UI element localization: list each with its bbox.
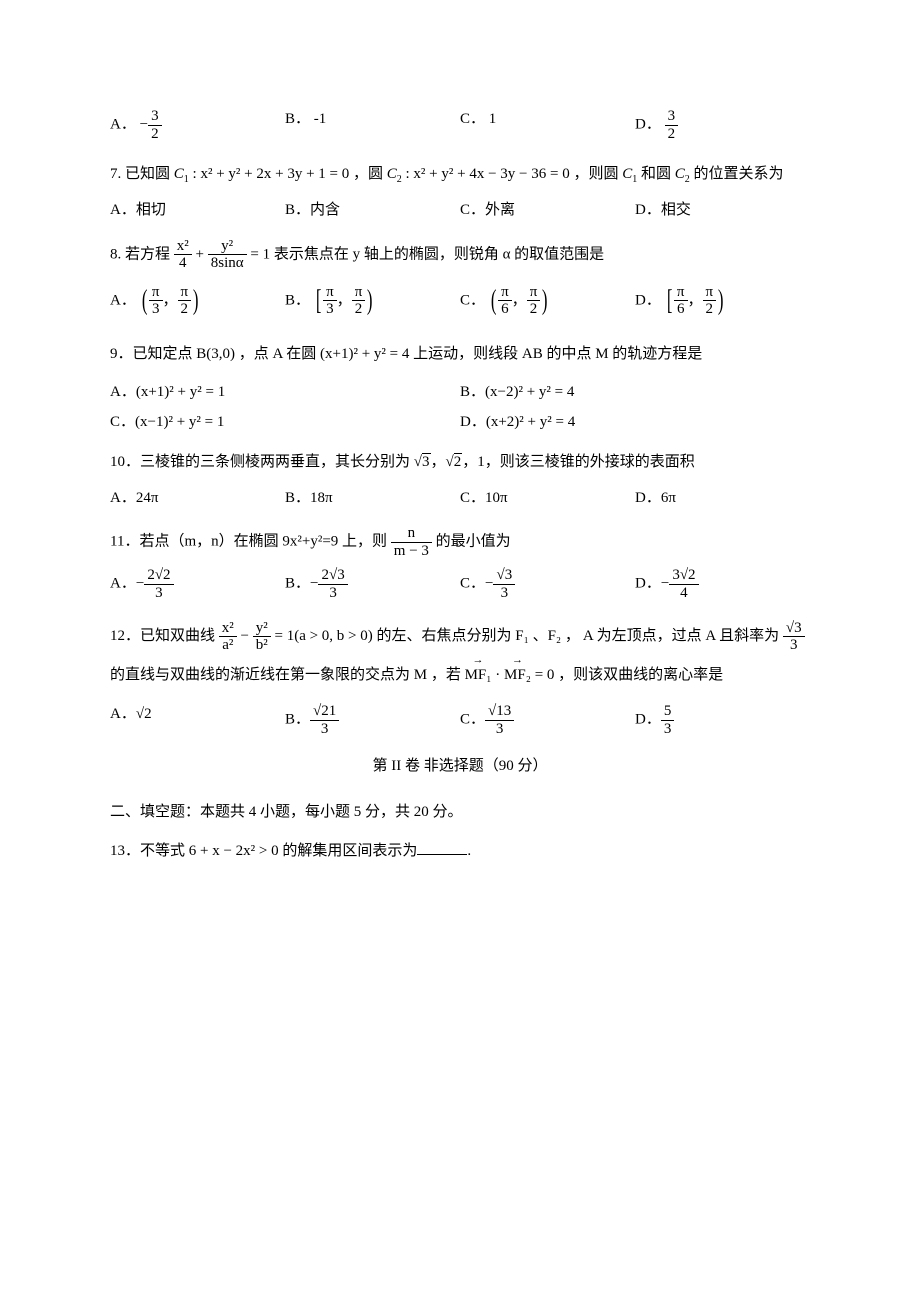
q7-opt-b: B．内含 (285, 199, 460, 222)
q8-options: A． (π3，π2) B． [π3，π2) C． (π6，π2) D． [π6，… (110, 280, 810, 322)
q7-opt-c: C．外离 (460, 199, 635, 222)
q12-opt-b: B．√213 (285, 703, 460, 737)
opt-label: A． (110, 116, 136, 132)
q12-opt-a: A．√2 (110, 703, 285, 737)
section-2-title: 第 II 卷 非选择题（90 分） (110, 755, 810, 778)
q9-opt-b: B．(x−2)² + y² = 4 (460, 377, 810, 408)
q11-opt-b: B．−2√33 (285, 567, 460, 601)
q7-opt-d: D．相交 (635, 199, 810, 222)
q10-opt-b: B．18π (285, 487, 460, 510)
q8-opt-c: C． (π6，π2) (460, 280, 635, 322)
q9-stem: 9．已知定点 B(3,0) ，点 A 在圆 (x+1)² + y² = 4 上运… (110, 338, 810, 371)
q6-opt-d: D． 32 (635, 108, 810, 142)
q6-opt-b: B． -1 (285, 108, 460, 142)
q7-opt-a: A．相切 (110, 199, 285, 222)
q11-opt-a: A．−2√23 (110, 567, 285, 601)
q10-options: A．24π B．18π C．10π D．6π (110, 487, 810, 510)
opt-label: B． (285, 111, 310, 127)
vector-mf2: MF₂ (504, 656, 531, 695)
q10-stem: 10．三棱锥的三条侧棱两两垂直，其长分别为 3，2，1，则该三棱锥的外接球的表面… (110, 446, 810, 479)
q8-opt-b: B． [π3，π2) (285, 280, 460, 322)
opt-value: 1 (489, 111, 497, 127)
fill-blank (417, 839, 467, 855)
q12-opt-d: D．53 (635, 703, 810, 737)
q8-opt-d: D． [π6，π2) (635, 280, 810, 322)
q12-options: A．√2 B．√213 C．√133 D．53 (110, 703, 810, 737)
q8-stem: 8. 若方程 x²4 + y²8sinα = 1 表示焦点在 y 轴上的椭圆，则… (110, 238, 810, 272)
q12-stem: 12．已知双曲线 x²a² − y²b² = 1(a > 0, b > 0) 的… (110, 617, 810, 695)
exam-page: A． −32 B． -1 C． 1 D． 32 7. 已知圆 C1 : x² +… (0, 0, 920, 934)
q10-opt-d: D．6π (635, 487, 810, 510)
q10-opt-c: C．10π (460, 487, 635, 510)
opt-value: -1 (314, 111, 327, 127)
opt-label: D． (635, 116, 661, 132)
q8-opt-a: A． (π3，π2) (110, 280, 285, 322)
q11-options: A．−2√23 B．−2√33 C．−√33 D．−3√24 (110, 567, 810, 601)
q11-opt-c: C．−√33 (460, 567, 635, 601)
q11-stem: 11．若点（m，n）在椭圆 9x²+y²=9 上，则 nm − 3 的最小值为 (110, 525, 810, 559)
q6-opt-c: C． 1 (460, 108, 635, 142)
vector-mf1: MF₁ (465, 656, 492, 695)
q13-stem: 13．不等式 6 + x − 2x² > 0 的解集用区间表示为. (110, 835, 810, 868)
q9-options: A．(x+1)² + y² = 1 B．(x−2)² + y² = 4 C．(x… (110, 377, 810, 438)
q10-opt-a: A．24π (110, 487, 285, 510)
q7-stem: 7. 已知圆 C1 : x² + y² + 2x + 3y + 1 = 0 ，圆… (110, 158, 810, 191)
opt-label: C． (460, 111, 485, 127)
q6-options: A． −32 B． -1 C． 1 D． 32 (110, 108, 810, 142)
q11-opt-d: D．−3√24 (635, 567, 810, 601)
section-2-instruction: 二、填空题：本题共 4 小题，每小题 5 分，共 20 分。 (110, 796, 810, 829)
q9-opt-c: C．(x−1)² + y² = 1 (110, 407, 460, 438)
q6-opt-a: A． −32 (110, 108, 285, 142)
q9-opt-a: A．(x+1)² + y² = 1 (110, 377, 460, 408)
q12-opt-c: C．√133 (460, 703, 635, 737)
q9-opt-d: D．(x+2)² + y² = 4 (460, 407, 810, 438)
q7-options: A．相切 B．内含 C．外离 D．相交 (110, 199, 810, 222)
